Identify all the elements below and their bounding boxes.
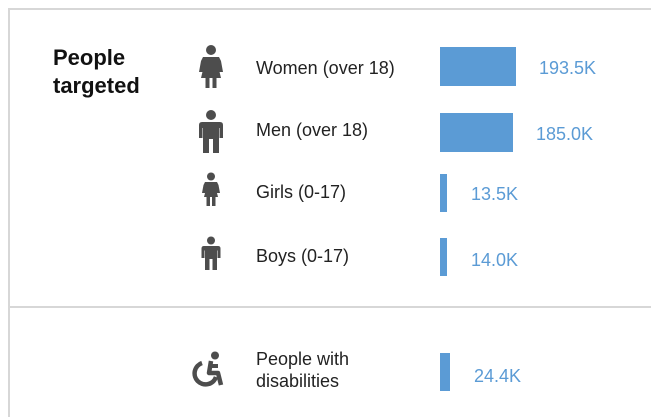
section-title-line-2: targeted [53,73,140,98]
category-label-line: Women (over 18) [256,58,395,78]
man-icon [196,109,226,153]
data-label: 185.0K [536,124,594,144]
category-label: Men (over 18) [256,119,368,141]
data-label: 13.5K [471,184,519,204]
category-label: Girls (0-17) [256,181,346,203]
people-targeted-card [8,8,651,417]
bar-row: Men (over 18) 185.0K [0,0,651,153]
category-label: Boys (0-17) [256,245,349,267]
section-divider [8,306,651,308]
bar [440,353,450,391]
category-label: People with disabilities [256,348,349,392]
girl-icon [196,172,226,206]
bar-row: Girls (0-17) 13.5K [0,0,651,212]
data-label: 193.5K [539,58,597,78]
bar-row: People with disabilities 24.4K [0,0,651,391]
bar [440,174,447,212]
category-label-line: People with [256,349,350,369]
bar [440,238,447,276]
section-title-line-1: People [53,45,126,70]
section-title: People targeted [53,44,140,100]
category-label-line: Boys (0-17) [256,246,350,266]
data-label: 14.0K [471,250,519,270]
wheelchair-icon [192,351,224,387]
bar-row: Women (over 18) 193.5K [0,0,651,88]
category-label-line: disabilities [256,371,340,391]
category-label-line: Girls (0-17) [256,182,347,202]
category-label: Women (over 18) [256,57,395,79]
woman-icon [196,44,226,88]
bar [440,47,516,86]
boy-icon [196,236,226,270]
category-label-line: Men (over 18) [256,120,369,140]
bar [440,113,513,152]
bar-row: Boys (0-17) 14.0K [0,0,651,276]
data-label: 24.4K [474,366,522,386]
